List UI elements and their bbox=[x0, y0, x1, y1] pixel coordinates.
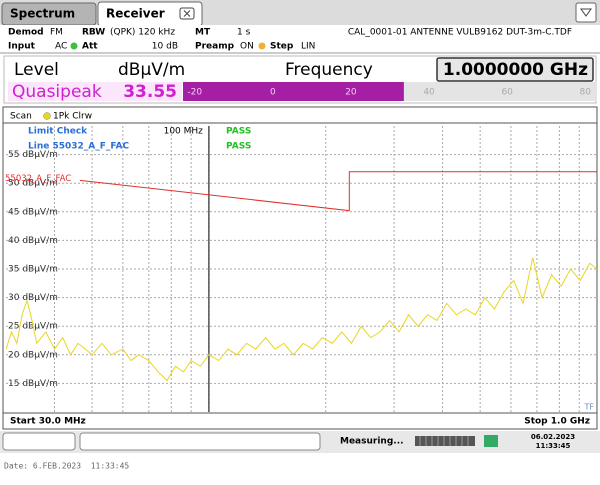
bar-tick-label: 40 bbox=[423, 88, 435, 98]
progress-ticks bbox=[419, 436, 469, 446]
legend-label: 1Pk Clrw bbox=[53, 112, 92, 122]
limit-check-result: PASS bbox=[226, 127, 251, 137]
y-tick-label: 20 dBµV/m bbox=[8, 350, 58, 360]
bar-tick-label: 20 bbox=[345, 88, 357, 98]
frequency-label: Frequency bbox=[285, 60, 373, 80]
label: MT bbox=[195, 28, 211, 38]
label: RBW bbox=[82, 28, 105, 38]
frequency-box[interactable] bbox=[436, 57, 594, 82]
limit-line-label: 55032_A_F_FAC bbox=[5, 174, 71, 184]
y-tick-label: 50 dBµV/m bbox=[8, 179, 58, 189]
start-label: Start 30.0 MHz bbox=[10, 417, 86, 427]
menu-button[interactable] bbox=[575, 2, 597, 23]
settings-panel bbox=[0, 25, 600, 53]
legend-dot bbox=[43, 112, 51, 120]
limit-line bbox=[79, 171, 597, 212]
label: Preamp bbox=[195, 42, 235, 52]
level-bar bbox=[183, 82, 404, 101]
icon bbox=[484, 435, 498, 447]
level-label: Level bbox=[14, 60, 59, 80]
scan-label: Scan bbox=[10, 112, 32, 122]
status-date: 06.02.2023 bbox=[531, 433, 575, 441]
limit-check-title: Limit Check bbox=[28, 127, 88, 137]
status-dot bbox=[258, 42, 266, 50]
menu-icon bbox=[580, 8, 592, 17]
value: AC bbox=[55, 42, 67, 52]
limit-line-result: PASS bbox=[226, 142, 251, 152]
status-dot bbox=[70, 42, 78, 50]
close-icon bbox=[183, 10, 191, 17]
frequency-value[interactable]: 1.0000000 GHz bbox=[443, 60, 588, 80]
status-field bbox=[2, 432, 76, 451]
y-tick-label: 55 dBµV/m bbox=[8, 150, 58, 160]
level-unit: dBµV/m bbox=[118, 60, 185, 80]
bar-tick-label: -20 bbox=[187, 88, 202, 98]
footer: Date: 6.FEB.2023 11:33:45 bbox=[4, 462, 129, 471]
progress bbox=[415, 435, 498, 447]
label: Input bbox=[8, 42, 36, 52]
progress-bar bbox=[415, 436, 475, 446]
status-time: 11:33:45 bbox=[536, 442, 571, 450]
marker-label: 100 MHz bbox=[164, 127, 204, 137]
value: 1 s bbox=[237, 28, 251, 38]
label: Att bbox=[82, 42, 98, 52]
y-tick-label: 40 dBµV/m bbox=[8, 236, 58, 246]
y-tick-label: 45 dBµV/m bbox=[8, 207, 58, 217]
trace bbox=[6, 257, 597, 382]
bar-tick-label: 60 bbox=[501, 88, 513, 98]
scan-frame bbox=[2, 106, 598, 430]
stop-label: Stop 1.0 GHz bbox=[524, 417, 590, 427]
plot: 55 dBµV/m 50 dBµV/m 45 dBµV/m 40 dBµV/m 35 d… bbox=[5, 126, 597, 412]
y-tick-label: 30 dBµV/m bbox=[8, 293, 58, 303]
bar-tick-label: 80 bbox=[580, 88, 592, 98]
level-value: 33.55 bbox=[123, 82, 177, 102]
value: 10 dB bbox=[152, 42, 178, 52]
limit-line-name: Line 55032_A_F_FAC bbox=[28, 142, 129, 152]
bar-tick-label: 0 bbox=[270, 88, 276, 98]
detector-label: Quasipeak bbox=[12, 82, 102, 102]
value: FM bbox=[50, 28, 63, 38]
status-field bbox=[79, 432, 321, 451]
y-tick-label: 15 dBµV/m bbox=[8, 379, 58, 389]
detector-box bbox=[8, 82, 182, 101]
corner-label: TF bbox=[584, 403, 595, 412]
value: (QPK) 120 kHz bbox=[110, 28, 175, 38]
tab-label[interactable]: Spectrum bbox=[10, 7, 75, 21]
y-tick-label: 35 dBµV/m bbox=[8, 265, 58, 275]
file: CAL_0001-01 ANTENNE VULB9162 DUT-3m-C.TD… bbox=[348, 28, 572, 38]
label: Demod bbox=[8, 28, 44, 38]
value: LIN bbox=[301, 42, 315, 52]
settings: Demod FM RBW (QPK) 120 kHz MT 1 s CAL_00… bbox=[8, 28, 572, 52]
label: Step bbox=[270, 42, 294, 52]
tab-label[interactable]: Receiver bbox=[106, 7, 165, 21]
value: ON bbox=[240, 42, 254, 52]
status-text: Measuring... bbox=[340, 437, 404, 447]
